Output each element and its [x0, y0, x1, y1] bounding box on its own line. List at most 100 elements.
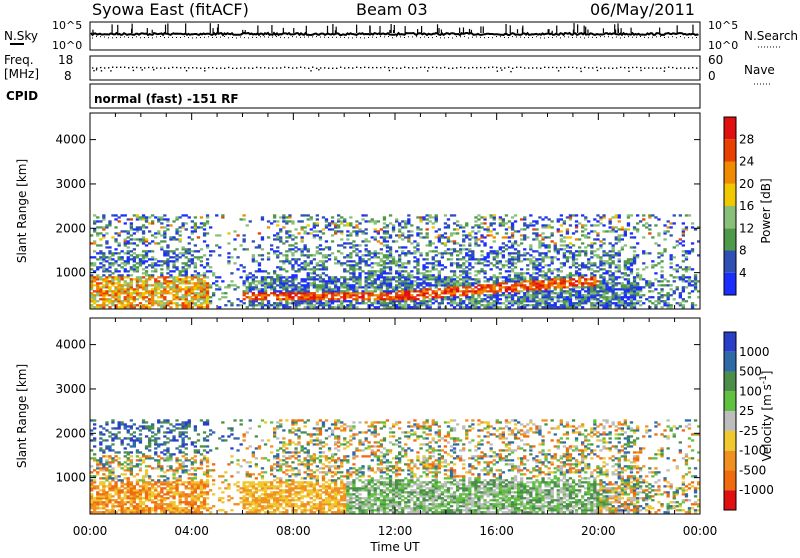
- nave-dot: [640, 70, 641, 71]
- freq-dot: [100, 67, 101, 68]
- power-echo-cell: [374, 270, 377, 272]
- power-echo-cell: [551, 272, 554, 274]
- power-echo-cell: [340, 296, 343, 298]
- power-echo-cell: [517, 260, 520, 262]
- power-echo-cell: [398, 294, 401, 296]
- power-echo-cell: [441, 280, 444, 282]
- power-echo-cell: [538, 282, 541, 284]
- freq-dot: [436, 67, 437, 68]
- velocity-echo-cell: [93, 485, 96, 487]
- power-echo-cell: [328, 290, 331, 292]
- noise-search-dot: [696, 37, 697, 38]
- power-echo-cell: [243, 298, 246, 300]
- power-echo-cell: [197, 272, 200, 274]
- power-colorbar-tick: 12: [739, 221, 754, 235]
- power-echo-cell: [529, 282, 532, 284]
- power-echo-cell: [520, 274, 523, 276]
- power-echo-cell: [514, 294, 517, 296]
- power-echo-cell: [279, 304, 282, 306]
- power-echo-cell: [111, 284, 114, 286]
- power-echo-cell: [93, 220, 96, 222]
- power-echo-cell: [285, 302, 288, 304]
- freq-dot: [552, 67, 553, 68]
- power-echo-cell: [169, 236, 172, 238]
- power-echo-cell: [441, 290, 444, 292]
- power-echo-cell: [627, 268, 630, 270]
- power-echo-cell: [349, 268, 352, 270]
- freq-dot: [332, 68, 333, 69]
- power-echo-cell: [538, 264, 541, 266]
- power-echo-cell: [130, 284, 133, 286]
- power-echo-cell: [172, 250, 175, 252]
- power-echo-cell: [548, 278, 551, 280]
- power-echo-cell: [368, 300, 371, 302]
- power-echo-cell: [590, 298, 593, 300]
- velocity-echo-cell: [121, 423, 124, 425]
- power-echo-cell: [465, 252, 468, 254]
- power-echo-cell: [127, 282, 130, 284]
- power-echo-cell: [511, 216, 514, 218]
- freq-dot: [636, 67, 637, 68]
- power-echo-cell: [322, 232, 325, 234]
- power-echo-cell: [578, 250, 581, 252]
- power-echo-cell: [602, 260, 605, 262]
- freq-dot: [424, 67, 425, 68]
- power-echo-cell: [133, 260, 136, 262]
- freq-dot: [132, 67, 133, 68]
- power-echo-cell: [538, 274, 541, 276]
- noise-search-dot: [144, 37, 145, 38]
- freq-dot: [432, 67, 433, 68]
- noise-search-dot: [328, 37, 329, 38]
- power-echo-cell: [627, 224, 630, 226]
- power-echo-cell: [496, 296, 499, 298]
- power-echo-cell: [233, 284, 236, 286]
- power-echo-cell: [499, 288, 502, 290]
- power-echo-cell: [517, 298, 520, 300]
- power-echo-cell: [624, 300, 627, 302]
- power-echo-cell: [523, 238, 526, 240]
- velocity-echo-cell: [118, 425, 121, 427]
- power-echo-cell: [188, 250, 191, 252]
- power-echo-cell: [377, 264, 380, 266]
- power-echo-cell: [544, 224, 547, 226]
- power-echo-cell: [130, 306, 133, 308]
- power-echo-cell: [624, 272, 627, 274]
- power-echo-cell: [310, 306, 313, 308]
- power-echo-cell: [502, 286, 505, 288]
- power-echo-cell: [279, 268, 282, 270]
- power-echo-cell: [618, 276, 621, 278]
- freq-dot: [544, 67, 545, 68]
- power-echo-cell: [243, 266, 246, 268]
- power-echo-cell: [645, 280, 648, 282]
- noise-search-dot: [640, 36, 641, 37]
- power-echo-cell: [548, 296, 551, 298]
- power-echo-cell: [654, 272, 657, 274]
- power-echo-cell: [374, 238, 377, 240]
- power-echo-cell: [157, 304, 160, 306]
- power-echo-cell: [407, 234, 410, 236]
- power-echo-cell: [114, 278, 117, 280]
- power-echo-cell: [538, 268, 541, 270]
- power-echo-cell: [578, 222, 581, 224]
- power-echo-cell: [157, 302, 160, 304]
- power-echo-cell: [535, 250, 538, 252]
- power-echo-cell: [426, 218, 429, 220]
- power-echo-cell: [386, 298, 389, 300]
- power-echo-cell: [618, 298, 621, 300]
- power-echo-cell: [322, 248, 325, 250]
- power-echo-cell: [307, 254, 310, 256]
- power-echo-cell: [544, 226, 547, 228]
- power-echo-cell: [535, 306, 538, 308]
- power-echo-cell: [166, 258, 169, 260]
- power-echo-cell: [648, 228, 651, 230]
- power-echo-cell: [410, 290, 413, 292]
- noise-search-dot: [480, 37, 481, 38]
- power-echo-cell: [307, 302, 310, 304]
- power-echo-cell: [172, 238, 175, 240]
- power-echo-cell: [688, 282, 691, 284]
- power-echo-cell: [386, 256, 389, 258]
- power-echo-cell: [124, 222, 127, 224]
- power-echo-cell: [276, 254, 279, 256]
- power-echo-cell: [657, 300, 660, 302]
- power-echo-cell: [264, 290, 267, 292]
